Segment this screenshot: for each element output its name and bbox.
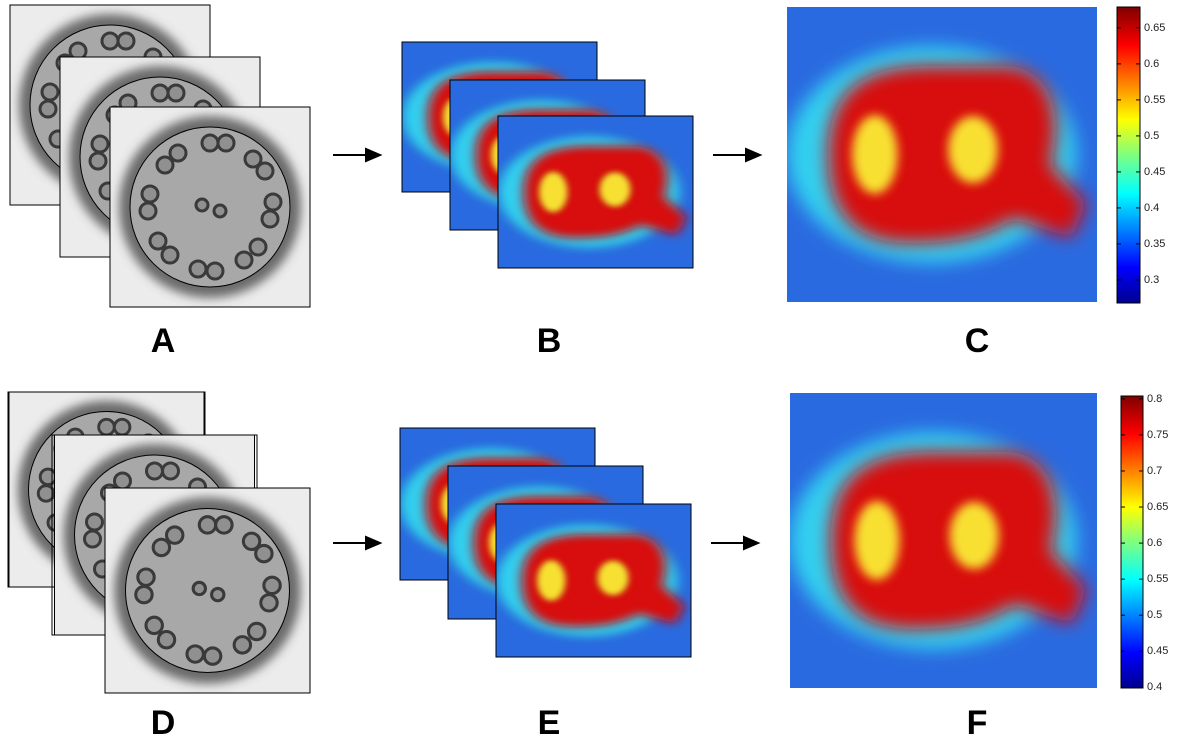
panel-label: C (965, 322, 990, 360)
tick-label: 0.35 (1144, 238, 1165, 250)
tick-label: 0.5 (1144, 130, 1159, 142)
stack-d (8, 392, 310, 693)
tick-label: 0.45 (1144, 166, 1165, 178)
figure: A B C D E F 0.3 0.35 0.4 0.45 0.5 0.55 0.6 0.65… (0, 0, 1181, 743)
tick-label: 0.55 (1144, 94, 1165, 106)
tick-label: 0.75 (1147, 429, 1168, 441)
heatmap (498, 116, 693, 268)
tick-label: 0.6 (1147, 537, 1162, 549)
em-image (110, 107, 310, 307)
panel-label: E (538, 704, 561, 742)
tick-label: 0.4 (1147, 681, 1162, 693)
tick-label: 0.65 (1147, 501, 1168, 513)
colorbar (1117, 7, 1140, 303)
tick-label: 0.55 (1147, 573, 1168, 585)
panel-label: D (151, 704, 176, 742)
tick-label: 0.3 (1144, 274, 1159, 286)
tick-label: 0.6 (1144, 58, 1159, 70)
stack-a (10, 5, 310, 307)
em-image (105, 488, 310, 693)
tick-label: 0.65 (1144, 22, 1165, 34)
tick-label: 0.4 (1144, 202, 1159, 214)
panel-label: A (151, 322, 176, 360)
heatmap (496, 504, 691, 657)
tick-label: 0.7 (1147, 465, 1162, 477)
tick-label: 0.45 (1147, 645, 1168, 657)
panel-label: F (967, 704, 988, 742)
stack-b (402, 42, 693, 268)
heatmap-average (787, 7, 1097, 302)
heatmap-average (790, 393, 1097, 688)
stack-e (400, 428, 691, 657)
panel-label: B (537, 322, 562, 360)
tick-label: 0.5 (1147, 609, 1162, 621)
tick-label: 0.8 (1147, 393, 1162, 405)
colorbar (1121, 396, 1143, 688)
